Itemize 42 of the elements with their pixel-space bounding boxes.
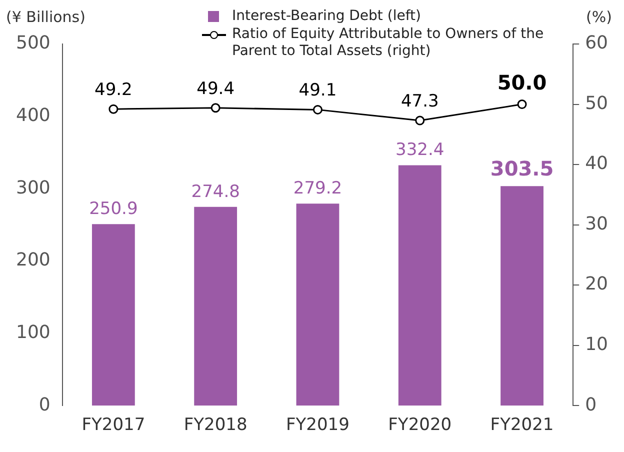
point [415, 116, 425, 126]
data-label: 274.8 [191, 182, 240, 202]
bar [398, 165, 442, 406]
y2-tick-label: 50 [585, 92, 608, 114]
bar [92, 224, 135, 406]
data-label: 50.0 [497, 70, 547, 94]
data-label: 250.9 [89, 199, 138, 220]
data-label: 49.1 [298, 80, 337, 101]
x-tick-label: FY2019 [286, 415, 350, 436]
y2-tick-label: 40 [585, 153, 608, 174]
point [312, 104, 322, 114]
y-tick-label: 300 [16, 177, 50, 198]
data-label: 47.3 [400, 91, 439, 112]
data-label: 49.2 [94, 80, 132, 100]
y2-tick-label: 60 [585, 32, 608, 54]
bar [500, 186, 544, 406]
legend-label: Interest-Bearing Debt (left) [232, 8, 421, 25]
y-tick-label: 0 [38, 394, 50, 416]
y-tick-label: 200 [16, 250, 50, 271]
y2-tick-label: 0 [585, 394, 597, 416]
y2-tick-label: 20 [585, 274, 608, 295]
point [108, 104, 118, 114]
point [210, 103, 220, 113]
x-tick-label: FY2017 [82, 415, 146, 436]
data-label: 332.4 [396, 140, 444, 160]
x-tick-label: FY2018 [184, 415, 248, 436]
y-tick-label: 500 [16, 32, 50, 54]
y2-tick-label: 10 [585, 334, 608, 356]
y-axis-title: (¥ Billions) [6, 8, 86, 26]
bar [194, 206, 238, 406]
legend-label: Ratio of Equity Attributable to Owners of the Parent to Total Assets (right) [232, 26, 545, 60]
point [517, 100, 527, 110]
data-label: 279.2 [293, 178, 342, 199]
data-label: 49.4 [196, 78, 235, 99]
bar [296, 204, 340, 406]
y2-tick-label: 30 [585, 213, 608, 234]
y-tick-label: 100 [16, 322, 50, 343]
y2-axis-title: (%) [586, 8, 612, 26]
y-tick-label: 400 [16, 104, 50, 126]
data-label: 303.5 [490, 156, 554, 180]
x-tick-label: FY2020 [388, 415, 452, 436]
x-tick-label: FY2021 [490, 415, 554, 436]
